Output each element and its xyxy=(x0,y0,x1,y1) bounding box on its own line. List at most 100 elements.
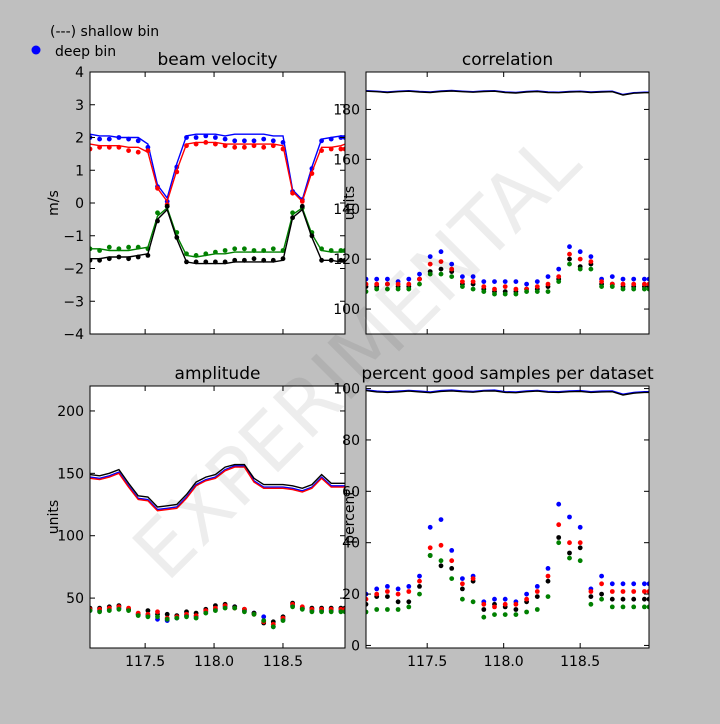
data-point-beam3 xyxy=(631,604,637,610)
data-point-beam3 xyxy=(280,248,286,253)
data-point-beam3 xyxy=(374,286,380,292)
series-line-beam4 xyxy=(366,389,649,396)
data-point-beam3 xyxy=(366,609,369,615)
y-tick-label: 80 xyxy=(342,433,360,449)
data-point-beam4 xyxy=(290,215,295,221)
data-point-beam4 xyxy=(449,566,455,571)
data-point-beam3 xyxy=(588,266,594,272)
data-point-beam2 xyxy=(261,144,267,150)
data-point-beam2 xyxy=(577,256,583,262)
data-point-beam2 xyxy=(232,144,238,150)
data-point-beam2 xyxy=(155,609,160,615)
data-point-beam4 xyxy=(534,594,540,599)
data-point-beam1 xyxy=(588,254,594,259)
y-tick-label: −1 xyxy=(63,229,84,245)
data-point-beam2 xyxy=(406,589,412,594)
data-point-beam3 xyxy=(342,609,345,615)
y-axis-label: units xyxy=(342,186,358,220)
data-point-beam3 xyxy=(328,248,334,253)
y-tick-label: 200 xyxy=(57,404,84,420)
data-point-beam1 xyxy=(481,279,487,284)
data-point-beam3 xyxy=(470,286,476,292)
data-point-beam2 xyxy=(427,545,433,551)
data-point-beam4 xyxy=(135,254,141,260)
data-point-beam4 xyxy=(242,257,247,263)
data-point-beam2 xyxy=(97,144,102,150)
data-point-beam1 xyxy=(438,249,444,255)
series-line-beam4 xyxy=(90,208,345,265)
data-point-beam1 xyxy=(609,274,615,279)
data-point-beam2 xyxy=(203,140,209,145)
data-point-beam3 xyxy=(126,608,131,613)
data-point-beam1 xyxy=(646,581,649,587)
data-point-beam1 xyxy=(642,276,647,282)
data-point-beam4 xyxy=(438,266,444,272)
data-point-beam2 xyxy=(545,281,551,287)
data-point-beam2 xyxy=(513,286,519,292)
data-point-beam3 xyxy=(417,591,422,597)
data-point-beam1 xyxy=(328,136,334,142)
data-point-beam1 xyxy=(145,144,151,150)
data-point-beam3 xyxy=(97,248,102,253)
data-point-beam4 xyxy=(164,203,170,209)
data-point-beam3 xyxy=(251,248,257,253)
plot-marks xyxy=(90,133,345,265)
data-point-beam2 xyxy=(90,146,93,152)
y-tick-label: 1 xyxy=(75,163,84,179)
data-point-beam1 xyxy=(106,136,112,142)
data-point-beam4 xyxy=(232,257,238,263)
y-tick-label: 120 xyxy=(333,252,360,268)
data-point-beam1 xyxy=(460,274,465,279)
data-point-beam3 xyxy=(620,604,626,610)
data-point-beam1 xyxy=(222,136,228,142)
data-point-beam2 xyxy=(438,542,444,548)
data-point-beam4 xyxy=(251,256,257,262)
data-point-beam3 xyxy=(155,614,160,620)
data-point-beam2 xyxy=(556,274,562,279)
data-point-beam1 xyxy=(534,584,540,589)
legend-marker-label: deep bin xyxy=(55,44,116,60)
y-tick-label: 20 xyxy=(342,587,360,603)
data-point-beam2 xyxy=(492,604,497,610)
data-point-beam3 xyxy=(460,596,465,602)
data-point-beam4 xyxy=(631,596,637,602)
data-point-beam1 xyxy=(385,276,390,282)
legend-marker xyxy=(31,45,41,55)
data-point-beam3 xyxy=(545,289,551,294)
data-point-beam1 xyxy=(513,279,519,284)
data-point-beam2 xyxy=(438,259,444,264)
data-point-beam3 xyxy=(609,604,615,610)
data-point-beam3 xyxy=(242,609,247,615)
data-point-beam2 xyxy=(406,281,412,287)
data-point-beam2 xyxy=(646,589,649,594)
data-point-beam3 xyxy=(203,251,209,257)
data-point-beam3 xyxy=(193,615,199,621)
data-point-beam4 xyxy=(642,596,647,602)
data-point-beam1 xyxy=(242,138,247,144)
data-point-beam3 xyxy=(395,607,401,612)
data-point-beam3 xyxy=(427,553,433,558)
data-point-beam1 xyxy=(556,266,562,272)
data-point-beam2 xyxy=(513,601,519,607)
data-point-beam2 xyxy=(385,281,390,287)
x-tick-label: 118.5 xyxy=(263,654,303,670)
data-point-beam3 xyxy=(513,612,519,617)
data-point-beam3 xyxy=(366,289,369,294)
data-point-beam3 xyxy=(646,604,649,610)
data-point-beam4 xyxy=(328,257,334,263)
data-point-beam1 xyxy=(620,276,626,282)
data-point-beam3 xyxy=(261,618,267,623)
series-line-beam1 xyxy=(90,465,345,511)
x-tick-label: 117.5 xyxy=(125,654,165,670)
data-point-beam1 xyxy=(280,140,286,145)
data-point-beam2 xyxy=(174,169,180,175)
chart-title: correlation xyxy=(462,50,553,70)
data-point-beam3 xyxy=(232,605,238,611)
data-point-beam2 xyxy=(481,601,487,607)
data-point-beam2 xyxy=(646,281,649,287)
data-point-beam3 xyxy=(502,612,508,617)
data-point-beam3 xyxy=(406,604,412,610)
data-point-beam3 xyxy=(395,286,401,292)
data-point-beam2 xyxy=(395,591,401,597)
data-point-beam3 xyxy=(135,244,141,250)
